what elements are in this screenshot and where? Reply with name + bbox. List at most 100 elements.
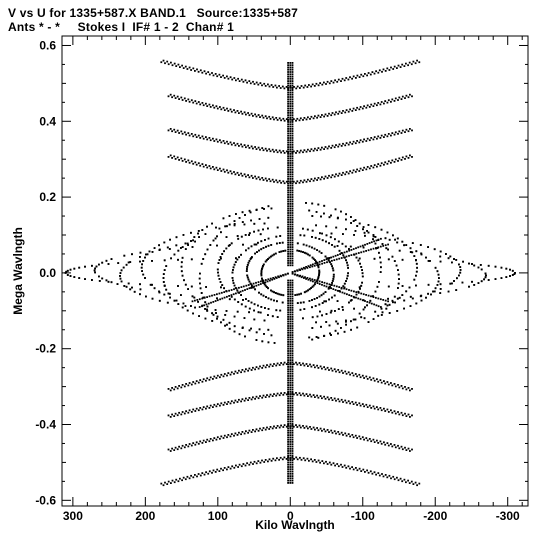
uv-point xyxy=(302,119,304,121)
uv-point xyxy=(409,247,412,250)
uv-point xyxy=(358,257,361,260)
uv-point xyxy=(291,75,294,78)
uv-point xyxy=(291,434,294,436)
uv-point xyxy=(287,93,289,96)
uv-point xyxy=(263,333,265,335)
uv-point xyxy=(291,470,294,473)
uv-point xyxy=(267,244,270,247)
uv-point xyxy=(250,112,253,115)
uv-point xyxy=(287,391,289,393)
uv-point xyxy=(291,343,294,346)
uv-point xyxy=(242,285,245,288)
uv-point xyxy=(287,400,289,402)
uv-point xyxy=(298,181,301,184)
uv-point xyxy=(405,244,408,246)
uv-point xyxy=(291,457,294,459)
uv-point xyxy=(363,138,365,141)
uv-point xyxy=(291,248,294,251)
uv-point xyxy=(222,168,225,171)
uv-point xyxy=(289,345,292,348)
uv-point xyxy=(342,308,344,311)
uv-point xyxy=(365,250,367,252)
uv-point xyxy=(323,204,326,207)
uv-point xyxy=(408,61,411,64)
uv-point xyxy=(219,437,221,440)
uv-point xyxy=(382,245,385,247)
uv-point xyxy=(407,64,409,67)
uv-point xyxy=(257,304,259,307)
uv-point xyxy=(180,413,183,416)
uv-point xyxy=(94,271,96,274)
uv-point xyxy=(334,254,337,257)
uv-point xyxy=(364,306,366,309)
uv-point xyxy=(192,381,195,383)
uv-point xyxy=(321,83,324,86)
uv-point xyxy=(223,109,226,111)
uv-point xyxy=(190,305,192,307)
uv-point xyxy=(169,238,171,241)
y-tick-label: -0.4 xyxy=(35,418,56,432)
uv-point xyxy=(264,396,267,398)
uv-point xyxy=(291,350,294,352)
uv-point xyxy=(314,177,316,180)
uv-point xyxy=(356,74,359,77)
uv-point xyxy=(262,427,265,429)
uv-point xyxy=(151,251,154,253)
uv-point xyxy=(287,100,289,103)
uv-point xyxy=(230,295,233,298)
uv-point xyxy=(287,130,289,132)
uv-point xyxy=(320,252,323,254)
uv-point xyxy=(285,363,288,365)
uv-point xyxy=(384,237,387,240)
uv-point xyxy=(323,366,325,368)
uv-point xyxy=(291,290,294,293)
uv-point xyxy=(287,91,289,94)
uv-point xyxy=(392,301,394,304)
uv-point xyxy=(291,62,294,64)
uv-point xyxy=(458,263,460,266)
uv-point xyxy=(324,291,327,293)
uv-point xyxy=(271,254,274,257)
uv-point xyxy=(283,456,286,459)
uv-point xyxy=(287,411,289,414)
uv-point xyxy=(287,356,289,359)
uv-point xyxy=(291,372,294,375)
uv-point xyxy=(287,191,289,194)
uv-point xyxy=(243,173,246,176)
uv-point xyxy=(359,262,361,265)
uv-point xyxy=(208,73,211,76)
uv-point xyxy=(302,457,305,460)
uv-point xyxy=(350,254,353,256)
uv-point xyxy=(328,82,331,85)
uv-point xyxy=(321,176,323,179)
uv-point xyxy=(199,103,202,106)
uv-point xyxy=(289,241,292,244)
uv-point xyxy=(287,336,289,339)
uv-point xyxy=(205,102,207,105)
uv-point xyxy=(162,484,165,487)
uv-point xyxy=(360,266,363,268)
uv-point xyxy=(238,145,240,147)
uv-point xyxy=(393,444,396,446)
uv-point xyxy=(394,412,397,415)
uv-point xyxy=(223,296,226,299)
uv-point xyxy=(312,364,315,366)
uv-point xyxy=(101,261,104,264)
uv-point xyxy=(174,158,177,160)
uv-point xyxy=(380,442,383,445)
uv-point xyxy=(339,253,341,255)
uv-point xyxy=(287,475,289,477)
uv-point xyxy=(139,283,141,286)
uv-point xyxy=(190,231,192,234)
uv-point xyxy=(201,305,203,308)
uv-point xyxy=(255,339,258,341)
uv-point xyxy=(291,134,294,137)
uv-point xyxy=(190,133,193,135)
uv-point xyxy=(299,117,302,120)
uv-point xyxy=(329,332,331,335)
uv-point xyxy=(445,253,447,255)
uv-point xyxy=(241,289,244,292)
uv-point xyxy=(361,374,364,377)
uv-point xyxy=(246,276,249,279)
uv-point xyxy=(394,385,397,388)
